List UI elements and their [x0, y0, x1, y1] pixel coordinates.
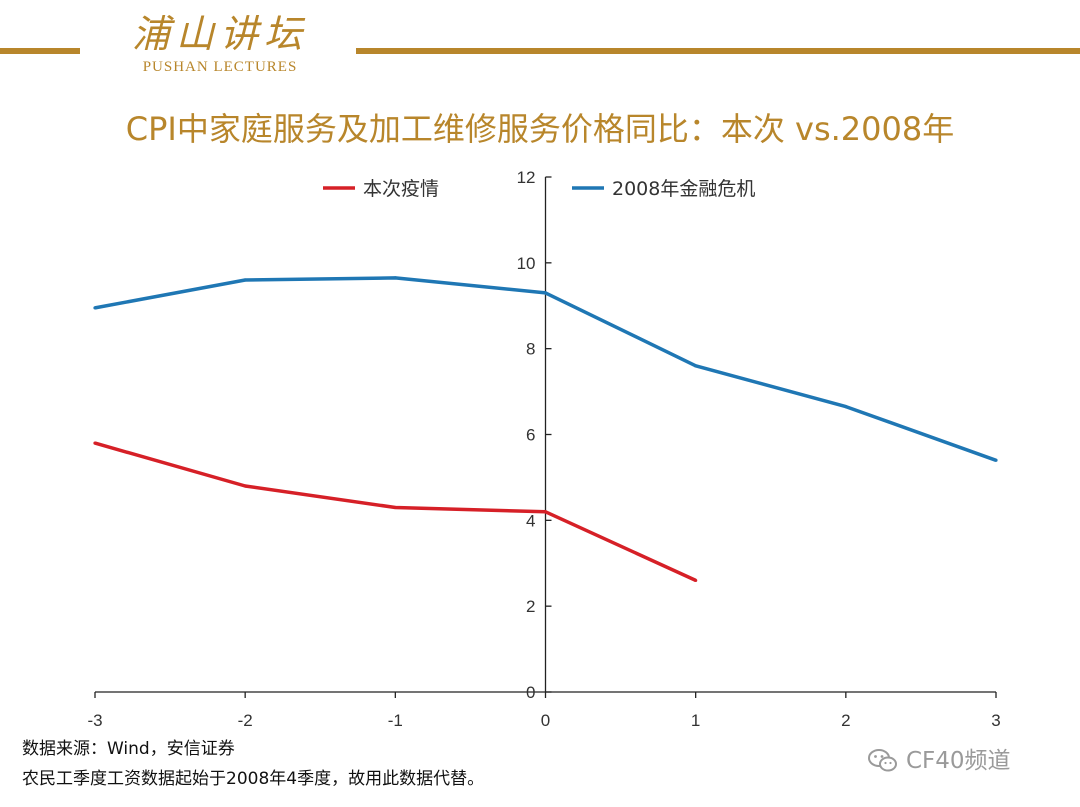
- logo-chinese-text: 浦山讲坛: [131, 12, 308, 56]
- chart-title: CPI中家庭服务及加工维修服务价格同比：本次 vs.2008年: [125, 110, 955, 148]
- y-tick-label: 10: [517, 254, 536, 273]
- pushan-logo: 浦山讲坛 PUSHAN LECTURES: [100, 10, 340, 76]
- data-point: [93, 306, 97, 310]
- x-tick-label: 3: [991, 711, 1000, 730]
- y-tick-label: 6: [526, 426, 535, 445]
- data-point: [243, 278, 247, 282]
- data-point: [694, 364, 698, 368]
- wechat-icon: [868, 749, 897, 772]
- watermark-text: CF40频道: [906, 748, 1011, 774]
- series-line-current: [94, 441, 697, 582]
- data-point: [543, 291, 548, 295]
- legend-label: 本次疫情: [363, 178, 439, 200]
- y-tick-label: 8: [526, 340, 535, 359]
- source-note: 数据来源：Wind，安信证券: [22, 739, 235, 759]
- data-point: [93, 441, 97, 445]
- y-tick-label: 2: [526, 597, 535, 616]
- data-point: [994, 458, 998, 462]
- legend-label: 2008年金融危机: [612, 178, 755, 200]
- x-tick-label: 2: [841, 711, 850, 730]
- x-tick-label: 1: [691, 711, 700, 730]
- data-point: [393, 276, 397, 280]
- x-tick-label: -1: [388, 711, 403, 730]
- data-point: [844, 405, 848, 409]
- watermark: CF40频道: [868, 746, 1011, 776]
- footnote: 农民工季度工资数据起始于2008年4季度，故用此数据代替。: [22, 769, 485, 789]
- data-point: [243, 484, 247, 488]
- header-rule-right: [356, 48, 1080, 54]
- x-tick-label: -3: [87, 711, 102, 730]
- y-tick-label: 4: [526, 511, 535, 530]
- y-tick-label: 0: [526, 683, 535, 702]
- y-tick-label: 12: [517, 168, 536, 187]
- header-rule-left: [0, 48, 80, 54]
- data-point: [694, 578, 698, 583]
- data-point: [393, 505, 397, 510]
- x-tick-label: -2: [238, 711, 253, 730]
- logo-english-text: PUSHAN LECTURES: [142, 59, 298, 75]
- x-tick-label: 0: [541, 711, 550, 730]
- data-point: [543, 510, 548, 514]
